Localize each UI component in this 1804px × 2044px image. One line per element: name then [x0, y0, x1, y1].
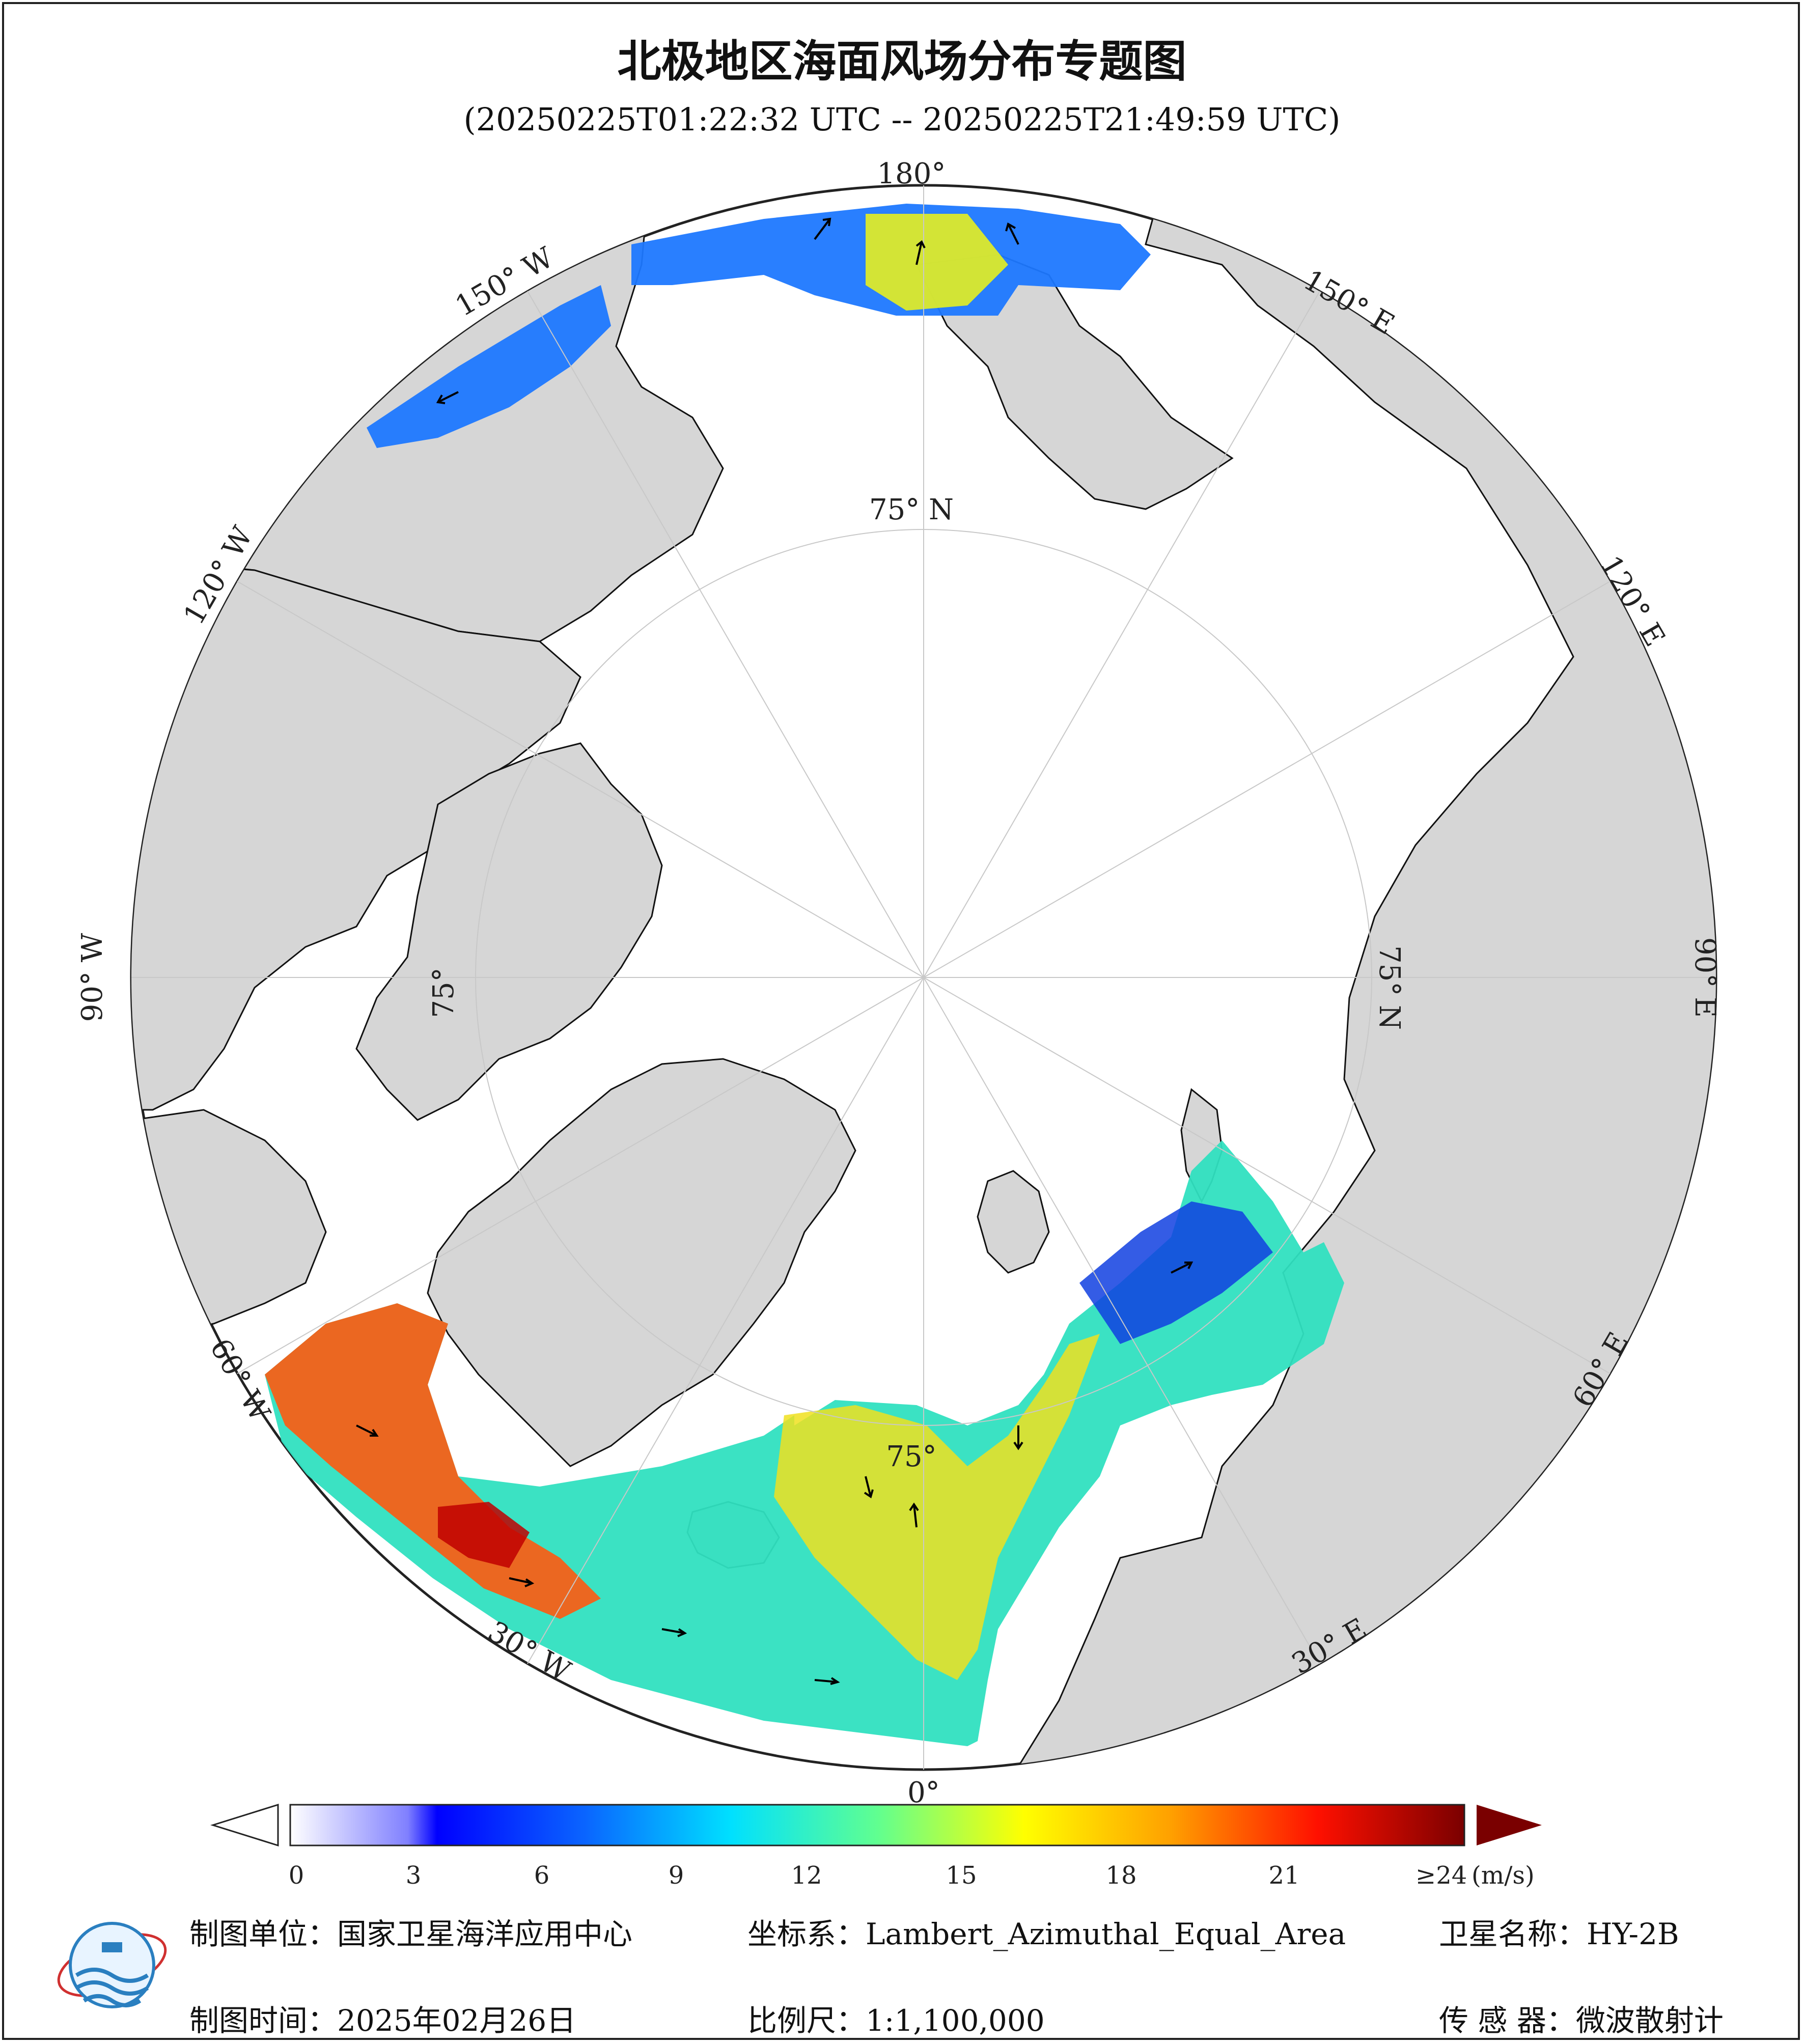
satellite-name: 卫星名称：HY-2B: [1439, 1917, 1679, 1951]
colorbar-min-triangle: [210, 1803, 279, 1847]
wind-arrow: [509, 1577, 535, 1587]
swath-atlantic-darkred: [438, 1502, 530, 1568]
lat-label-bottom: 75°: [886, 1440, 936, 1473]
wind-arrow: [814, 1677, 840, 1685]
lon-label-90e: 90° E: [1688, 937, 1722, 1018]
sensor-name: 传 感 器：微波散射计: [1439, 2003, 1724, 2038]
greenland-land: [427, 1058, 856, 1467]
map-title: 北极地区海面风场分布专题图: [617, 36, 1187, 87]
chukotka-peninsula: [915, 254, 1234, 510]
meridian-120w: [237, 581, 924, 978]
colorbar-tick: 21: [1268, 1861, 1299, 1890]
wind-arrow: [1013, 1425, 1023, 1450]
swath-beaufort: [367, 285, 611, 448]
wind-arrow: [436, 391, 459, 404]
meridian-150w: [527, 291, 924, 978]
colorbar-tick: 6: [534, 1861, 550, 1890]
production-date: 制图时间：2025年02月26日: [189, 2003, 576, 2038]
wind-arrow: [864, 1476, 874, 1499]
meridian-60w: [237, 977, 924, 1374]
nsoas-logo: [57, 1922, 167, 2008]
colorbar-tick: 0: [289, 1861, 304, 1890]
wind-arrow: [1171, 1262, 1194, 1274]
colorbar-unit: (m/s): [1472, 1861, 1535, 1890]
lat-label-left: 75°: [427, 967, 460, 1018]
wind-arrow: [814, 217, 831, 240]
wind-vectors: [356, 217, 1194, 1685]
colorbar-tick: 15: [946, 1861, 977, 1890]
swath-barents-blue: [1079, 1201, 1273, 1344]
map-scale: 比例尺：1:1,100,000: [747, 2003, 1045, 2038]
colorbar-tick: 12: [791, 1861, 822, 1890]
meridian-60e: [923, 977, 1611, 1374]
meridian-30e: [923, 977, 1320, 1664]
wind-arrow: [915, 240, 926, 265]
wind-arrow: [356, 1424, 379, 1437]
wind-arrow: [909, 1502, 919, 1528]
coordinate-system: 坐标系：Lambert_Azimuthal_Equal_Area: [747, 1917, 1346, 1951]
colorbar-max-label: ≥24: [1416, 1861, 1467, 1890]
canadian-archipelago: [355, 742, 663, 1121]
colorbar-tick: 9: [669, 1861, 684, 1890]
time-range: (20250225T01:22:32 UTC -- 20250225T21:49…: [463, 101, 1341, 138]
colorbar-tick: 18: [1105, 1861, 1136, 1890]
colorbar: 0 3 6 9 12 15 18 21 ≥24 (m/s): [210, 1803, 1542, 1890]
lat-label-top: 75° N: [869, 493, 954, 526]
swath-bering-yellow: [866, 214, 1008, 311]
colorbar-tick: 3: [406, 1861, 422, 1890]
lon-label-180: 180°: [877, 157, 946, 190]
svalbard-land: [977, 1170, 1050, 1274]
colorbar-max-triangle: [1477, 1805, 1542, 1845]
colorbar-bar: [289, 1804, 1465, 1846]
lat-label-right: 75° N: [1373, 945, 1406, 1030]
lon-label-0: 0°: [907, 1776, 940, 1809]
lon-label-90w: 90° W: [76, 933, 109, 1022]
meridian-150e: [923, 291, 1320, 978]
meridian-120e: [923, 581, 1611, 978]
meridian-30w: [527, 977, 924, 1664]
wind-arrow: [661, 1628, 687, 1637]
producer-unit: 制图单位：国家卫星海洋应用中心: [189, 1917, 633, 1951]
wind-arrow: [1005, 222, 1019, 245]
graticule: [131, 185, 1716, 1770]
